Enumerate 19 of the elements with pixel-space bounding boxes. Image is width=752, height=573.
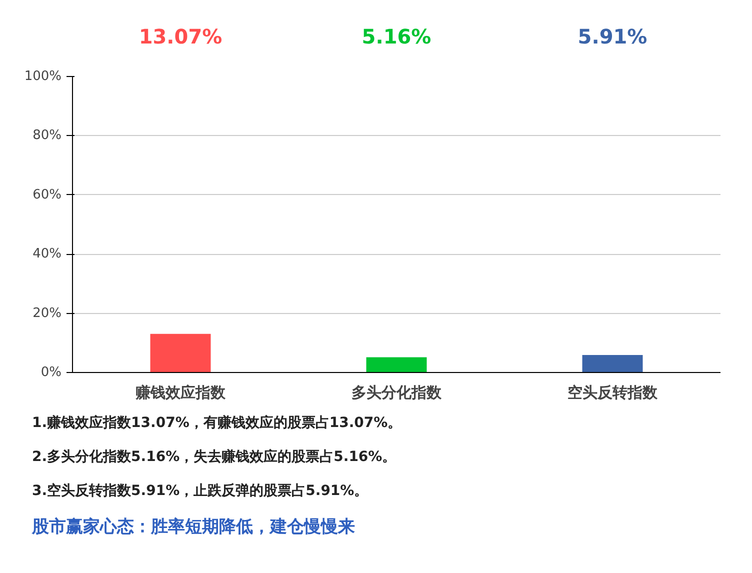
x-tick-label: 多头分化指数 <box>352 384 442 402</box>
data-label: 13.07% <box>138 24 222 48</box>
bar <box>366 357 427 372</box>
data-label: 5.91% <box>578 24 648 48</box>
text: 1.赚钱效应指数13.07%，有赚钱效应的股票占13.07%。 <box>32 414 402 433</box>
y-tick-label: 60% <box>32 187 62 202</box>
text: 3.空头反转指数5.91%，止跌反弹的股票占5.91%。 <box>32 482 368 501</box>
x-tick-label: 空头反转指数 <box>568 384 658 402</box>
y-tick-label: 100% <box>24 69 62 84</box>
bar <box>150 334 211 372</box>
bar <box>582 355 643 372</box>
y-tick-label: 0% <box>40 365 62 380</box>
y-tick-label: 20% <box>32 306 62 321</box>
text: 股市赢家心态：胜率短期降低，建仓慢慢来 <box>32 516 355 539</box>
data-label: 5.16% <box>362 24 432 48</box>
y-tick-label: 40% <box>32 246 62 262</box>
text: 2.多头分化指数5.16%，失去赚钱效应的股票占5.16%。 <box>32 448 396 467</box>
x-tick-label: 赚钱效应指数 <box>134 384 226 402</box>
y-tick-label: 80% <box>32 128 62 144</box>
